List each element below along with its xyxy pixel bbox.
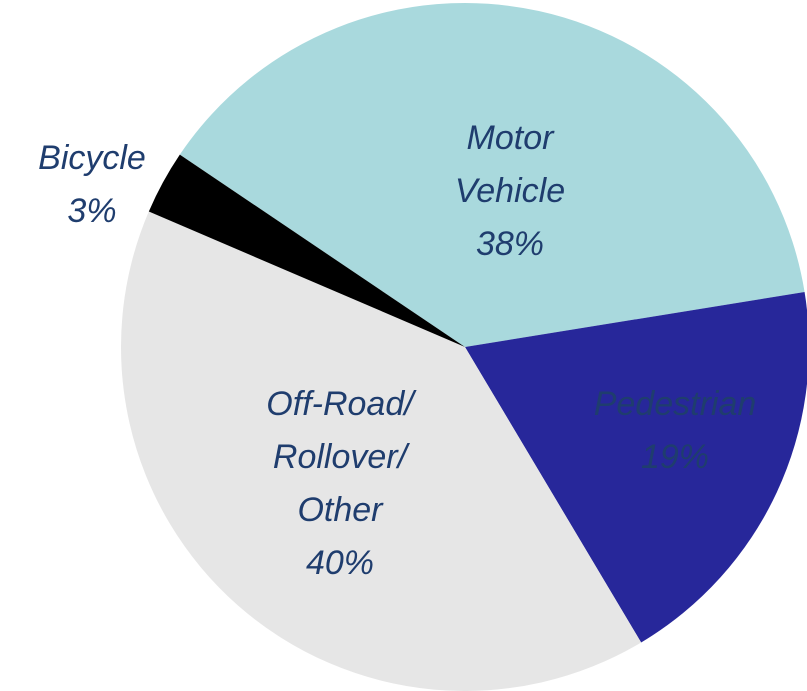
slice-label: Off-Road/ Rollover/ Other 40% [240,378,440,590]
pie-slice [179,2,805,347]
slice-label: Motor Vehicle 38% [425,112,595,271]
value-label: 3% [67,192,117,230]
category-name: Motor Vehicle [454,119,566,210]
value-label: 40% [305,544,375,582]
pie-slice [120,211,642,691]
slice-label: Bicycle 3% [2,132,182,238]
value-label: 38% [475,225,545,263]
category-name: Pedestrian [593,385,757,423]
pie-slice [148,154,465,347]
value-label: 19% [640,438,710,476]
category-name: Bicycle [38,139,146,177]
pie-slice [465,292,807,643]
category-name: Off-Road/ Rollover/ Other [266,385,414,529]
slice-label: Pedestrian 19% [545,378,805,484]
